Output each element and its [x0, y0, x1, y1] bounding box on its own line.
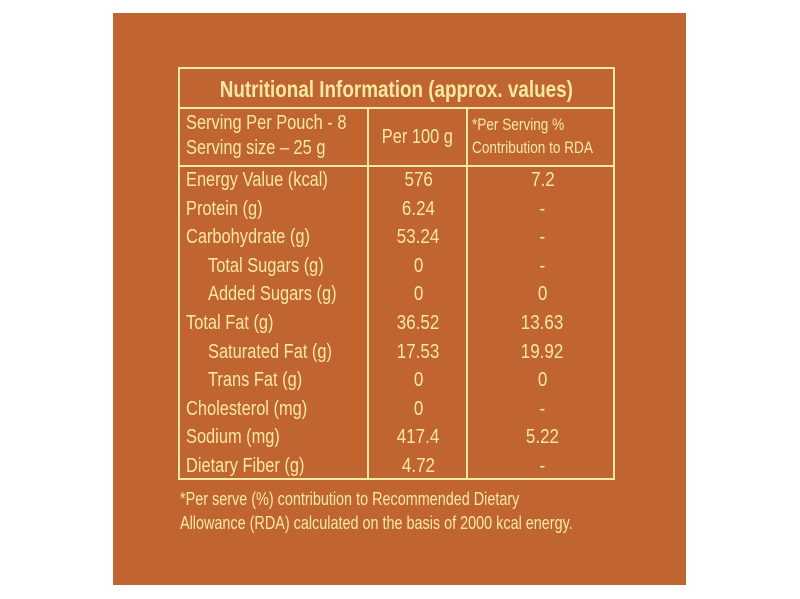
per-100g-value: 17.53	[369, 338, 468, 367]
rda-header: *Per Serving % Contribution to RDA	[472, 113, 623, 159]
per-100g-header: Per 100 g	[369, 109, 466, 165]
nutrient-name-text: Trans Fat (g)	[208, 369, 303, 392]
per-100g-value: 0	[369, 280, 468, 309]
per-100g-value-text: 0	[413, 397, 424, 420]
nutrient-name-text: Saturated Fat (g)	[208, 340, 332, 363]
nutrient-name-text: Added Sugars (g)	[208, 283, 337, 306]
rda-value: -	[468, 252, 617, 281]
table-row: Dietary Fiber (g) 4.72 -	[180, 452, 617, 481]
per-100g-value: 4.72	[369, 452, 468, 481]
per-100g-value-text: 36.52	[397, 312, 440, 334]
per-100g-value-text: 4.72	[401, 455, 436, 477]
nutrient-name-text: Total Fat (g)	[186, 312, 274, 334]
nutrient-name-text: Energy Value (kcal)	[186, 169, 328, 191]
nutrient-name: Sodium (mg)	[186, 423, 300, 452]
rda-value-text: 7.2	[530, 169, 555, 191]
per-100g-value-text: 0	[413, 254, 424, 277]
table-row: Total Fat (g) 36.52 13.63	[180, 309, 617, 338]
rda-value-text: -	[539, 226, 546, 249]
rda-value: -	[468, 452, 617, 481]
table-row: Saturated Fat (g) 17.53 19.92	[180, 338, 617, 367]
rda-value-text: -	[539, 254, 546, 277]
rda-value-text: -	[539, 397, 546, 420]
rda-header-line2: Contribution to RDA	[472, 138, 593, 157]
rda-value: 19.92	[468, 338, 617, 367]
per-100g-header-text: Per 100 g	[381, 126, 454, 148]
table-row: Carbohydrate (g) 53.24 -	[180, 223, 617, 252]
nutrient-name: Dietary Fiber (g)	[186, 452, 330, 481]
footnote: *Per serve (%) contribution to Recommend…	[180, 487, 671, 535]
rda-value: 13.63	[468, 309, 617, 338]
table-row: Added Sugars (g) 0 0	[180, 280, 617, 309]
nutrient-name: Total Fat (g)	[186, 309, 293, 338]
rda-value-text: 0	[537, 369, 548, 392]
nutrient-name-text: Cholesterol (mg)	[186, 397, 308, 420]
per-100g-value: 417.4	[369, 423, 468, 452]
footnote-line2: Allowance (RDA) calculated on the basis …	[180, 513, 573, 533]
rda-value-text: 0	[537, 283, 548, 306]
per-100g-value: 36.52	[369, 309, 468, 338]
nutrient-name: Carbohydrate (g)	[186, 223, 337, 252]
servings-per-pouch: Serving Per Pouch - 8	[186, 112, 347, 134]
table-title: Nutritional Information (approx. values)	[180, 71, 613, 107]
rda-value: 5.22	[468, 423, 617, 452]
per-100g-value-text: 6.24	[401, 197, 436, 220]
nutrient-name: Total Sugars (g)	[208, 252, 349, 281]
rda-value: 7.2	[468, 166, 617, 195]
per-100g-value-text: 0	[413, 283, 424, 306]
rda-value: 0	[468, 280, 617, 309]
divider	[367, 107, 369, 478]
nutrient-name-text: Dietary Fiber (g)	[186, 455, 305, 477]
divider	[180, 165, 613, 167]
per-100g-value: 53.24	[369, 223, 468, 252]
per-100g-value-text: 53.24	[397, 226, 440, 249]
divider	[466, 107, 468, 478]
table-row: Sodium (mg) 417.4 5.22	[180, 423, 617, 452]
nutrient-name-text: Sodium (mg)	[186, 426, 280, 449]
per-100g-value: 576	[369, 166, 468, 195]
table-row: Cholesterol (mg) 0 -	[180, 395, 617, 424]
rda-header-line1: *Per Serving %	[472, 115, 565, 134]
nutrient-name-text: Total Sugars (g)	[208, 254, 324, 277]
rda-value-text: -	[539, 455, 546, 477]
serving-size: Serving size – 25 g	[186, 137, 326, 159]
per-100g-value-text: 417.4	[397, 426, 440, 449]
per-100g-value-text: 0	[413, 369, 424, 392]
serving-info: Serving Per Pouch - 8 Serving size – 25 …	[186, 111, 382, 161]
rda-value-text: 19.92	[521, 340, 564, 363]
rda-value-text: 5.22	[525, 426, 560, 449]
nutrient-name: Added Sugars (g)	[208, 280, 365, 309]
table-row: Protein (g) 6.24 -	[180, 195, 617, 224]
nutrient-name-text: Protein (g)	[186, 197, 263, 220]
rda-value-text: 13.63	[521, 312, 564, 334]
nutrient-name: Cholesterol (mg)	[186, 395, 334, 424]
table-row: Trans Fat (g) 0 0	[180, 366, 617, 395]
nutrient-name: Energy Value (kcal)	[186, 166, 359, 195]
table-row: Energy Value (kcal) 576 7.2	[180, 166, 617, 195]
footnote-line1: *Per serve (%) contribution to Recommend…	[180, 489, 520, 509]
per-100g-value: 0	[369, 395, 468, 424]
nutrient-name: Saturated Fat (g)	[208, 338, 359, 367]
table-row: Total Sugars (g) 0 -	[180, 252, 617, 281]
per-100g-value-text: 576	[404, 169, 433, 191]
rda-value: -	[468, 395, 617, 424]
rda-value: 0	[468, 366, 617, 395]
per-100g-value-text: 17.53	[397, 340, 440, 363]
nutrition-table: Nutritional Information (approx. values)…	[178, 67, 615, 480]
per-100g-value: 6.24	[369, 195, 468, 224]
table-title-text: Nutritional Information (approx. values)	[219, 76, 574, 102]
rda-value: -	[468, 223, 617, 252]
divider	[180, 107, 613, 109]
nutrient-name: Protein (g)	[186, 195, 279, 224]
per-100g-value: 0	[369, 252, 468, 281]
nutrient-name: Trans Fat (g)	[208, 366, 323, 395]
per-100g-value: 0	[369, 366, 468, 395]
rda-value-text: -	[539, 197, 546, 220]
nutrient-name-text: Carbohydrate (g)	[186, 226, 310, 249]
rda-value: -	[468, 195, 617, 224]
